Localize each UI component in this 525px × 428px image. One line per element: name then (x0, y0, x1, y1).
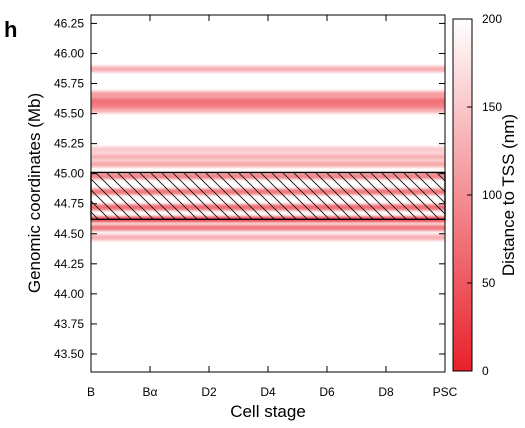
x-tick-label: Bα (143, 385, 158, 399)
y-tick-label: 45.50 (54, 107, 84, 121)
y-tick-label: 44.25 (54, 257, 84, 271)
x-axis: B Bα D2 D4 D6 D8 PSC (87, 15, 458, 399)
colorbar-tick-label: 100 (482, 188, 502, 202)
heatmap-band (91, 146, 445, 153)
heatmap-band (91, 106, 445, 113)
x-axis-title: Cell stage (230, 402, 306, 421)
colorbar-tick-label: 200 (482, 12, 502, 26)
colorbar-title: Distance to TSS (nm) (499, 114, 518, 276)
highlighted-region (90, 171, 446, 221)
y-axis-title: Genomic coordinates (Mb) (25, 93, 44, 293)
x-tick-label: PSC (433, 385, 458, 399)
y-tick-label: 43.75 (54, 317, 84, 331)
colorbar-axis: 0 50 100 150 200 (467, 12, 502, 378)
heatmap-band (91, 234, 445, 241)
panel-letter: h (4, 17, 17, 42)
heatmap-band (91, 91, 445, 98)
heatmap-band (91, 66, 445, 73)
y-tick-label: 45.00 (54, 167, 84, 181)
y-tick-label: 46.25 (54, 16, 84, 30)
x-tick-label: D6 (319, 385, 335, 399)
x-tick-label: D2 (201, 385, 217, 399)
y-tick-label: 44.00 (54, 287, 84, 301)
heatmap-band (91, 102, 445, 109)
colorbar-tick-label: 0 (482, 364, 489, 378)
y-tick-label: 46.00 (54, 46, 84, 60)
y-tick-label: 45.75 (54, 77, 84, 91)
y-tick-label: 45.25 (54, 137, 84, 151)
x-tick-label: B (87, 385, 95, 399)
x-tick-label: D4 (260, 385, 276, 399)
y-axis: 43.50 43.75 44.00 44.25 44.50 44.75 45.00 45.25… (54, 16, 445, 361)
colorbar-tick-label: 50 (482, 276, 496, 290)
heatmap-band (91, 153, 445, 160)
heatmap-band (91, 161, 445, 168)
x-tick-label: D8 (378, 385, 394, 399)
y-tick-label: 43.50 (54, 347, 84, 361)
heatmap-band (91, 97, 445, 104)
colorbar-tick-label: 150 (482, 100, 502, 114)
heatmap-band (91, 224, 445, 231)
y-tick-label: 44.75 (54, 197, 84, 211)
y-tick-label: 44.50 (54, 227, 84, 241)
